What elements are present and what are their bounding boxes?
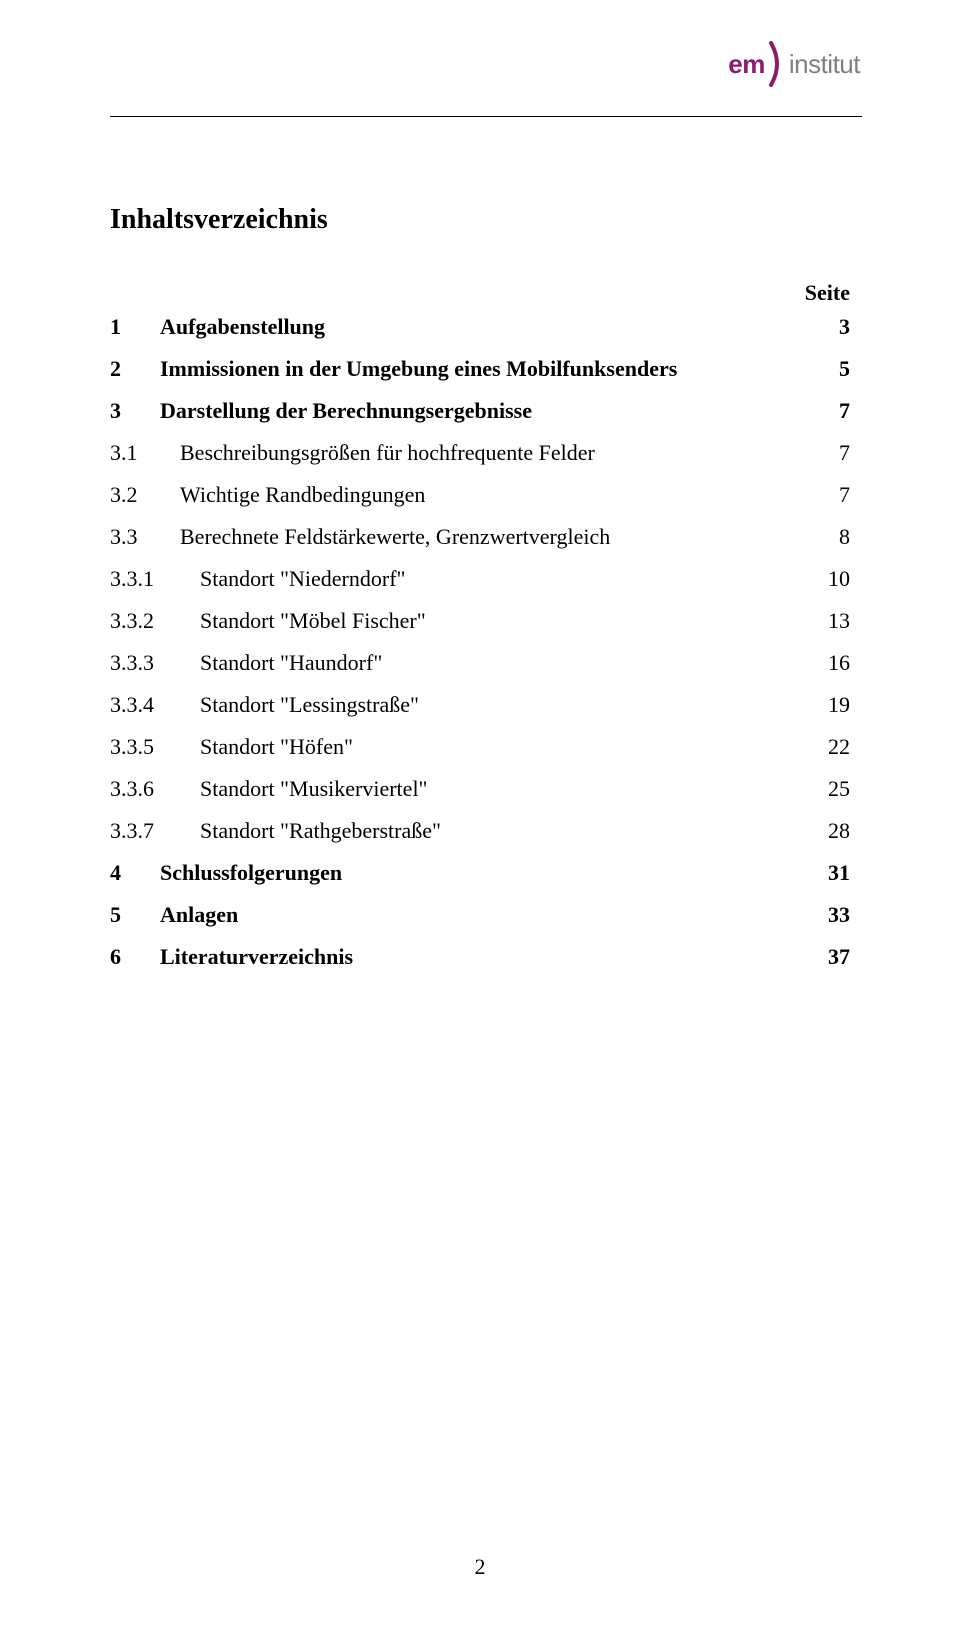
toc-number: 3.3.7 [110, 820, 200, 842]
toc-page: 31 [780, 862, 850, 884]
toc-title: Standort "Rathgeberstraße" [200, 820, 780, 842]
toc-page: 5 [780, 358, 850, 380]
toc-row: 3.3.7Standort "Rathgeberstraße"28 [110, 820, 850, 842]
toc-page: 7 [780, 484, 850, 506]
toc-number: 6 [110, 946, 160, 968]
toc-title: Berechnete Feldstärkewerte, Grenzwertver… [180, 526, 780, 548]
toc-title: Literaturverzeichnis [160, 946, 780, 968]
toc-page: 28 [780, 820, 850, 842]
logo-institut-text: institut [787, 49, 860, 80]
toc-title: Immissionen in der Umgebung eines Mobilf… [160, 358, 780, 380]
toc-title: Standort "Möbel Fischer" [200, 610, 780, 632]
toc-page: 25 [780, 778, 850, 800]
logo-arc-icon [767, 41, 787, 87]
seite-header-row: Seite [110, 280, 850, 306]
toc-row: 3.3.3Standort "Haundorf"16 [110, 652, 850, 674]
toc-title: Darstellung der Berechnungsergebnisse [160, 400, 780, 422]
page-number: 2 [0, 1554, 960, 1580]
toc-title: Standort "Lessingstraße" [200, 694, 780, 716]
toc-number: 3.3.2 [110, 610, 200, 632]
toc-number: 3.3.3 [110, 652, 200, 674]
spacer [160, 280, 780, 306]
toc-page: 33 [780, 904, 850, 926]
seite-label: Seite [780, 280, 850, 306]
toc-title: Anlagen [160, 904, 780, 926]
toc-row: 3.3.6Standort "Musikerviertel"25 [110, 778, 850, 800]
toc-page: 7 [780, 442, 850, 464]
toc-row: 3.3.4Standort "Lessingstraße"19 [110, 694, 850, 716]
toc-number: 1 [110, 316, 160, 338]
toc-row: 6Literaturverzeichnis37 [110, 946, 850, 968]
toc-row: 3Darstellung der Berechnungsergebnisse7 [110, 400, 850, 422]
toc-page: 13 [780, 610, 850, 632]
page: em institut Inhaltsverzeichnis Seite 1Au… [0, 0, 960, 1640]
toc-number: 3 [110, 400, 160, 422]
toc-row: 3.3.1Standort "Niederndorf"10 [110, 568, 850, 590]
toc-number: 5 [110, 904, 160, 926]
toc-number: 3.2 [110, 484, 180, 506]
toc-number: 3.3.6 [110, 778, 200, 800]
toc-page: 10 [780, 568, 850, 590]
toc-title: Standort "Musikerviertel" [200, 778, 780, 800]
toc-number: 3.3.5 [110, 736, 200, 758]
toc-page: 7 [780, 400, 850, 422]
toc-page: 16 [780, 652, 850, 674]
toc-page: 19 [780, 694, 850, 716]
logo: em institut [728, 40, 860, 88]
toc-row: 4Schlussfolgerungen31 [110, 862, 850, 884]
toc-row: 5Anlagen33 [110, 904, 850, 926]
content: Inhaltsverzeichnis Seite 1Aufgabenstellu… [110, 204, 850, 968]
spacer [110, 280, 160, 306]
toc-number: 2 [110, 358, 160, 380]
toc-row: 3.3.5Standort "Höfen"22 [110, 736, 850, 758]
toc-row: 2Immissionen in der Umgebung eines Mobil… [110, 358, 850, 380]
toc-title: Standort "Höfen" [200, 736, 780, 758]
header-rule [110, 116, 862, 117]
toc-title: Beschreibungsgrößen für hochfrequente Fe… [180, 442, 780, 464]
toc-row: 3.3Berechnete Feldstärkewerte, Grenzwert… [110, 526, 850, 548]
toc-page: 8 [780, 526, 850, 548]
toc-number: 3.1 [110, 442, 180, 464]
toc-row: 3.3.2Standort "Möbel Fischer"13 [110, 610, 850, 632]
toc-row: 3.2Wichtige Randbedingungen7 [110, 484, 850, 506]
toc-number: 4 [110, 862, 160, 884]
page-title: Inhaltsverzeichnis [110, 204, 850, 236]
toc-title: Standort "Haundorf" [200, 652, 780, 674]
toc-number: 3.3.1 [110, 568, 200, 590]
toc-number: 3.3.4 [110, 694, 200, 716]
toc-page: 37 [780, 946, 850, 968]
toc-page: 22 [780, 736, 850, 758]
toc-title: Schlussfolgerungen [160, 862, 780, 884]
toc-row: 1Aufgabenstellung3 [110, 316, 850, 338]
toc-row: 3.1Beschreibungsgrößen für hochfrequente… [110, 442, 850, 464]
toc-page: 3 [780, 316, 850, 338]
toc-title: Aufgabenstellung [160, 316, 780, 338]
toc-title: Standort "Niederndorf" [200, 568, 780, 590]
toc-number: 3.3 [110, 526, 180, 548]
toc: 1Aufgabenstellung32Immissionen in der Um… [110, 316, 850, 968]
toc-title: Wichtige Randbedingungen [180, 484, 780, 506]
logo-em-text: em [728, 49, 767, 80]
